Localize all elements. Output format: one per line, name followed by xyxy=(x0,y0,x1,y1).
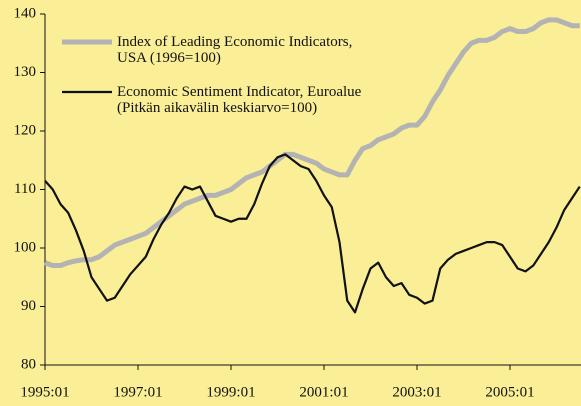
x-tick-label: 1995:01 xyxy=(20,384,69,400)
x-tick-label: 1999:01 xyxy=(206,384,255,400)
y-tick-label: 80 xyxy=(21,356,36,372)
y-tick-label: 120 xyxy=(14,122,37,138)
y-tick-label: 90 xyxy=(21,298,36,314)
y-tick-label: 130 xyxy=(14,64,37,80)
x-tick-label: 2005:01 xyxy=(485,384,534,400)
y-tick-label: 140 xyxy=(14,5,37,21)
series-line xyxy=(44,17,580,269)
y-tick-label: 110 xyxy=(14,181,36,197)
legend-label: Index of Leading Economic Indicators, US… xyxy=(117,34,353,66)
x-tick-label: 2001:01 xyxy=(299,384,348,400)
x-tick-label: 1997:01 xyxy=(113,384,162,400)
legend-label: Economic Sentiment Indicator, Euroalue (… xyxy=(117,84,362,116)
y-tick-label: 100 xyxy=(14,239,37,255)
series-line xyxy=(44,153,581,314)
x-tick-label: 2003:01 xyxy=(392,384,441,400)
